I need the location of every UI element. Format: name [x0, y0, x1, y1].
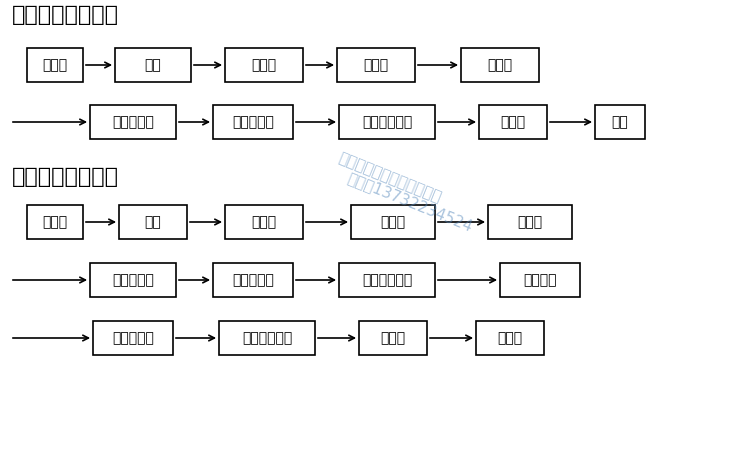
Bar — [90, 105, 176, 139]
Bar — [339, 263, 435, 297]
Text: 纯水箱: 纯水箱 — [380, 331, 406, 345]
Text: 杭州力统净化设备有限公司: 杭州力统净化设备有限公司 — [337, 151, 443, 206]
Bar — [595, 105, 645, 139]
Text: 中间水箱: 中间水箱 — [524, 273, 556, 287]
Text: 炭滤器: 炭滤器 — [488, 58, 512, 72]
Bar — [500, 263, 580, 297]
Bar — [488, 205, 572, 239]
Text: 一级反渗透膜: 一级反渗透膜 — [362, 273, 413, 287]
Bar — [213, 263, 293, 297]
Bar — [27, 48, 83, 82]
Text: 小倪：13732234524: 小倪：13732234524 — [345, 170, 475, 234]
Text: 高纯水: 高纯水 — [497, 331, 523, 345]
Bar — [213, 105, 293, 139]
Bar — [119, 205, 187, 239]
Bar — [219, 321, 315, 355]
Bar — [337, 48, 415, 82]
Text: 二级反渗透膜: 二级反渗透膜 — [242, 331, 292, 345]
Bar — [476, 321, 544, 355]
Text: 原水泵: 原水泵 — [251, 215, 277, 229]
Bar — [479, 105, 547, 139]
Bar — [27, 205, 83, 239]
Text: 精密过滤器: 精密过滤器 — [112, 273, 154, 287]
Text: 纯水: 纯水 — [612, 115, 628, 129]
Bar — [359, 321, 427, 355]
Bar — [90, 263, 176, 297]
Text: 水箱: 水箱 — [145, 215, 161, 229]
Text: 原水泵: 原水泵 — [251, 58, 277, 72]
Bar — [461, 48, 539, 82]
Bar — [225, 205, 303, 239]
Bar — [93, 321, 173, 355]
Text: 纯水箱: 纯水箱 — [500, 115, 526, 129]
Text: 自来水: 自来水 — [43, 58, 68, 72]
Text: 炭滤器: 炭滤器 — [518, 215, 542, 229]
Text: 工艺流程（二级）: 工艺流程（二级） — [12, 167, 119, 187]
Text: 自来水: 自来水 — [43, 215, 68, 229]
Text: 水箱: 水箱 — [145, 58, 161, 72]
Bar — [351, 205, 435, 239]
Text: 砂滤器: 砂滤器 — [380, 215, 406, 229]
Text: 精密过滤器: 精密过滤器 — [112, 115, 154, 129]
Bar — [339, 105, 435, 139]
Bar — [225, 48, 303, 82]
Text: 一级高压泵: 一级高压泵 — [232, 115, 274, 129]
Text: 一级反渗透膜: 一级反渗透膜 — [362, 115, 413, 129]
Bar — [115, 48, 191, 82]
Text: 砂滤器: 砂滤器 — [364, 58, 388, 72]
Text: 一级高压泵: 一级高压泵 — [232, 273, 274, 287]
Text: 工艺流程（一级）: 工艺流程（一级） — [12, 5, 119, 25]
Text: 二级高压泵: 二级高压泵 — [112, 331, 154, 345]
